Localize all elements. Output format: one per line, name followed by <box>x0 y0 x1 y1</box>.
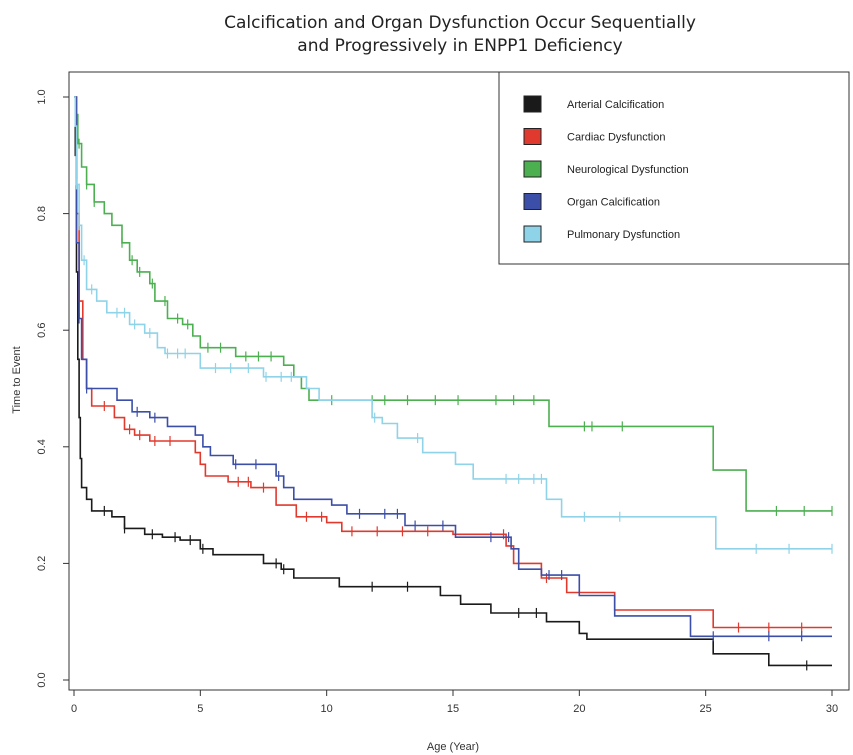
x-tick-label: 0 <box>71 703 77 715</box>
legend-swatch <box>523 128 542 145</box>
legend-box <box>498 71 850 265</box>
chart-title-line-2: and Progressively in ENPP1 Deficiency <box>297 36 623 56</box>
series-arterial-calcification <box>74 96 832 671</box>
legend-item-organ-calcification: Organ Calcification <box>523 193 660 210</box>
y-tick-label: 1.0 <box>36 89 48 104</box>
y-axis-title: Time to Event <box>11 346 23 413</box>
chart-title: Calcification and Organ Dysfunction Occu… <box>120 12 800 58</box>
plot-frame <box>68 71 850 691</box>
legend-label: Cardiac Dysfunction <box>567 132 665 144</box>
legend-swatch <box>523 160 542 178</box>
legend: Arterial Calcification Cardiac Dysfunctio… <box>498 71 850 265</box>
series-line-organ-calcification <box>74 96 832 638</box>
x-tick-label: 10 <box>321 703 333 715</box>
legend-label: Organ Calcification <box>567 197 660 209</box>
y-tick-label: 0.8 <box>36 206 48 221</box>
x-axis-title: Age (Year) <box>427 741 479 753</box>
series-line-arterial-calcification <box>74 96 832 667</box>
legend-item-arterial-calcification: Arterial Calcification <box>523 95 664 113</box>
legend-item-pulmonary-dysfunction: Pulmonary Dysfunction <box>523 225 680 243</box>
x-tick-label: 20 <box>573 703 585 715</box>
chart-title-line-1: Calcification and Organ Dysfunction Occu… <box>224 13 696 33</box>
x-tick-label: 30 <box>826 703 838 715</box>
x-tick-label: 25 <box>700 703 712 715</box>
y-tick-label: 0.0 <box>36 672 48 687</box>
legend-swatch <box>523 95 542 113</box>
series-line-pulmonary-dysfunction <box>74 96 832 550</box>
y-tick-label: 0.6 <box>36 323 48 338</box>
legend-swatch <box>523 193 542 210</box>
legend-item-neurological-dysfunction: Neurological Dysfunction <box>523 160 689 178</box>
legend-swatch <box>523 225 542 243</box>
x-tick-label: 5 <box>197 703 203 715</box>
legend-item-cardiac-dysfunction: Cardiac Dysfunction <box>523 128 665 145</box>
series-pulmonary-dysfunction <box>74 96 833 554</box>
legend-label: Pulmonary Dysfunction <box>567 229 680 241</box>
series-organ-calcification <box>74 96 832 642</box>
x-tick-label: 15 <box>447 703 459 715</box>
y-tick-label: 0.2 <box>36 556 48 571</box>
legend-label: Neurological Dysfunction <box>567 164 689 176</box>
y-tick-label: 0.4 <box>36 439 48 454</box>
legend-label: Arterial Calcification <box>567 99 664 111</box>
